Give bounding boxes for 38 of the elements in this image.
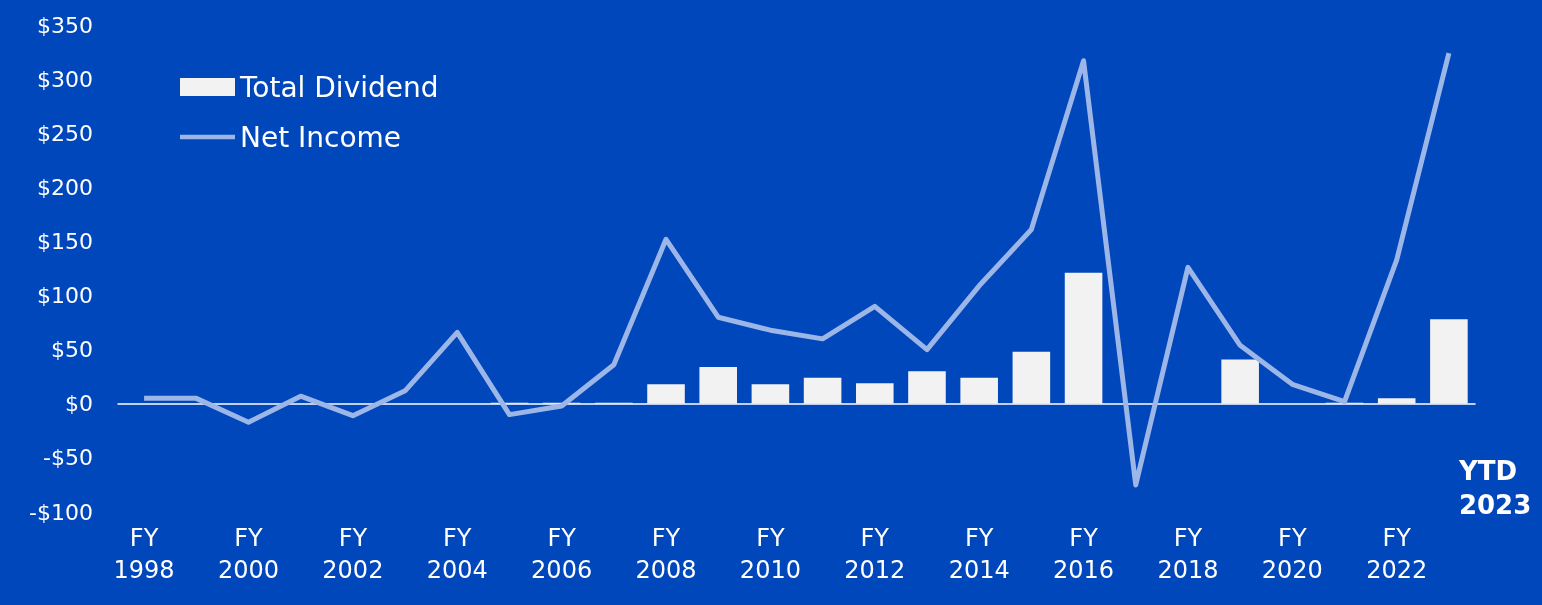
y-tick-label: $50 <box>51 337 93 363</box>
bar <box>1377 398 1416 404</box>
x-tick-label: FY 2008 <box>635 524 697 584</box>
bar <box>1064 272 1103 404</box>
bar <box>960 377 998 404</box>
bar <box>699 366 737 404</box>
bar <box>1012 351 1051 404</box>
x-tick-label: FY 2000 <box>217 524 280 584</box>
y-tick-label: -$100 <box>29 499 93 525</box>
x-tick-label: FY 2004 <box>426 524 488 584</box>
y-tick-label: $350 <box>37 12 93 38</box>
y-tick-label: $0 <box>65 391 93 417</box>
bar <box>647 384 685 404</box>
y-tick-label: $250 <box>37 120 93 146</box>
x-tick-label: FY 2010 <box>739 524 801 584</box>
x-tick-label: FY 2006 <box>531 524 593 584</box>
y-tick-label: -$50 <box>43 445 93 471</box>
x-tick-label: FY 2022 <box>1366 524 1428 584</box>
x-tick-label: FY 2014 <box>948 524 1010 584</box>
bar <box>856 383 894 404</box>
legend-label: Net Income <box>240 120 402 154</box>
x-tick-label: FY 2018 <box>1157 524 1219 584</box>
bar <box>1430 319 1468 404</box>
annotation: YTD 2023 <box>1457 455 1532 520</box>
x-tick-label: FY 2016 <box>1053 524 1115 584</box>
x-tick-label: FY 2002 <box>322 524 384 584</box>
x-tick-label: FY 2012 <box>844 524 906 584</box>
bar <box>1221 359 1259 404</box>
y-tick-label: $300 <box>37 66 93 92</box>
bar <box>803 377 842 404</box>
x-tick-label: FY 2020 <box>1261 524 1323 584</box>
y-tick-label: $150 <box>37 228 93 254</box>
y-tick-label: $200 <box>37 174 93 200</box>
x-tick-label: FY 1998 <box>113 524 175 584</box>
bar <box>751 384 790 404</box>
y-tick-label: $100 <box>37 283 93 309</box>
bar <box>908 371 946 404</box>
legend-label: Total Dividend <box>239 70 439 104</box>
